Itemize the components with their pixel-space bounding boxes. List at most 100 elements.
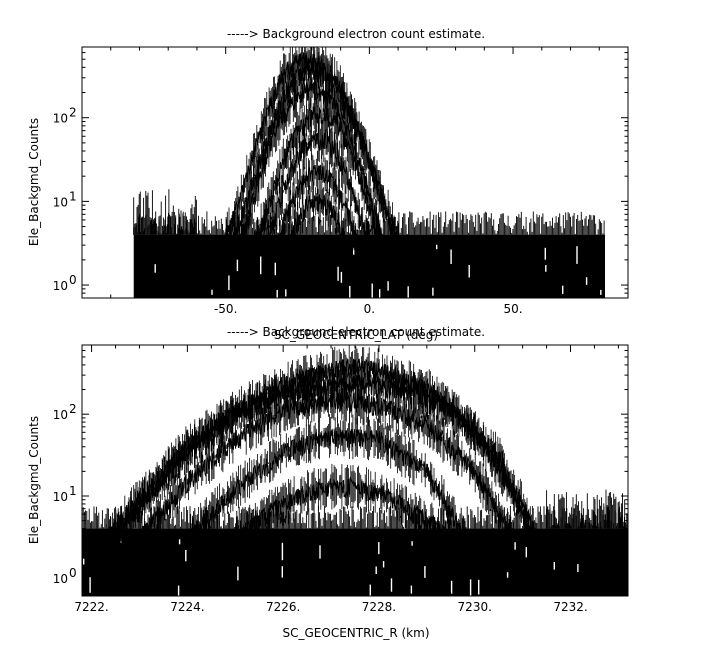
- top-y-tick-exponent: 0: [69, 273, 77, 287]
- top-noise-gap: [600, 289, 602, 295]
- top-y-axis-label: Ele_Backgmd_Counts: [27, 118, 41, 246]
- top-panel: -----> Background electron count estimat…: [27, 27, 629, 342]
- top-noise-gap: [228, 275, 230, 291]
- bottom-noise-gap: [553, 562, 555, 570]
- top-noise-shoulder: [133, 189, 197, 235]
- top-x-tick-label: -50.: [214, 302, 237, 316]
- top-noise-gap: [576, 246, 578, 264]
- top-noise-gap: [337, 266, 339, 281]
- bottom-noise-gap: [525, 547, 527, 558]
- bottom-y-tick-exponent: 1: [69, 484, 77, 498]
- bottom-x-tick-label: 7224.: [170, 600, 204, 614]
- top-noise-gap: [353, 247, 355, 255]
- top-series-5: [265, 132, 370, 252]
- top-series-2-scatter: [231, 47, 396, 264]
- bottom-series-5-scatter: [234, 463, 452, 560]
- top-noise-gap: [349, 285, 351, 298]
- bottom-series-4-scatter: [187, 414, 466, 557]
- top-noise-gap: [211, 289, 213, 295]
- top-noise-gap: [371, 283, 373, 298]
- top-x-tick-label: 0.: [364, 302, 375, 316]
- top-noise-gap: [260, 256, 262, 275]
- bottom-noise-gap: [478, 579, 480, 595]
- top-y-tick-exponent: 2: [69, 106, 77, 120]
- top-chart-title: -----> Background electron count estimat…: [227, 27, 485, 41]
- top-noise-gap: [585, 277, 588, 285]
- top-plot-data: [133, 47, 606, 298]
- top-y-tick-label: 10: [53, 195, 68, 209]
- bottom-noise-gap: [89, 577, 91, 593]
- bottom-y-axis-label: Ele_Backgmd_Counts: [27, 416, 41, 544]
- top-noise-gap: [544, 247, 546, 260]
- bottom-noise-gap: [369, 584, 371, 596]
- top-noise-gap: [468, 265, 470, 278]
- top-noise-gap: [276, 289, 278, 298]
- bottom-x-tick-label: 7222.: [74, 600, 108, 614]
- bottom-noise-gap: [177, 585, 180, 596]
- top-series-5-scatter: [265, 116, 370, 266]
- top-plot-frame: [81, 46, 629, 299]
- bottom-y-tick-exponent: 0: [69, 566, 77, 580]
- bottom-x-tick-label: 7228.: [362, 600, 396, 614]
- bottom-noise-gap: [319, 545, 321, 559]
- top-noise-gap: [450, 249, 452, 264]
- bottom-panel: -----> Background electron count estimat…: [27, 325, 629, 640]
- top-series-7-scatter: [288, 178, 347, 266]
- bottom-noise-gap: [469, 579, 472, 596]
- bottom-noise-gap: [281, 566, 283, 578]
- top-y-tick-exponent: 1: [69, 189, 77, 203]
- bottom-noise-gap: [237, 566, 239, 581]
- top-noise-gap: [274, 262, 276, 276]
- bottom-series-2: [115, 374, 533, 548]
- top-x-tick-label: 50.: [504, 302, 523, 316]
- bottom-y-tick-label: 10: [53, 572, 68, 586]
- bottom-y-tick-label: 10: [53, 490, 68, 504]
- bottom-noise-shoulder: [546, 489, 628, 529]
- bottom-noise-gap: [185, 550, 187, 562]
- top-noise-gap: [379, 289, 381, 298]
- top-noise-gap: [407, 286, 409, 298]
- bottom-x-tick-label: 7230.: [458, 600, 492, 614]
- bottom-noise-gap: [410, 585, 413, 594]
- bottom-y-tick-label: 10: [53, 408, 68, 422]
- top-noise-gap: [545, 265, 547, 272]
- bottom-plot-data: [82, 345, 628, 596]
- top-series-6-scatter: [277, 151, 358, 258]
- top-series-4-scatter: [254, 91, 382, 263]
- top-y-tick-label: 10: [53, 279, 68, 293]
- top-noise-gap: [562, 285, 564, 294]
- bottom-series-3-scatter: [139, 378, 514, 561]
- top-noise-gap: [432, 287, 434, 296]
- top-y-tick-label: 10: [53, 112, 68, 126]
- bottom-noise-gap: [506, 572, 509, 578]
- bottom-x-axis-label: SC_GEOCENTRIC_R (km): [283, 626, 430, 640]
- bottom-y-tick-exponent: 2: [69, 402, 77, 416]
- top-x-axis-label: SC_GEOCENTRIC_LAT (deg): [274, 328, 438, 342]
- bottom-noise-gap: [450, 580, 453, 594]
- top-noise-gap: [285, 289, 287, 297]
- bottom-noise-gap: [382, 561, 385, 568]
- top-noise-gap: [436, 244, 438, 250]
- bottom-x-tick-label: 7232.: [553, 600, 587, 614]
- bottom-noise-gap: [83, 558, 85, 565]
- bottom-noise-gap: [375, 566, 377, 574]
- top-series-3-scatter: [239, 66, 384, 265]
- bottom-x-tick-label: 7226.: [266, 600, 300, 614]
- bottom-chart-title: -----> Background electron count estimat…: [227, 325, 485, 339]
- bottom-noise-gap: [178, 539, 181, 545]
- bottom-noise-gap: [281, 542, 284, 561]
- bottom-noise-gap: [378, 542, 380, 555]
- bottom-noise-gap: [514, 542, 516, 550]
- top-noise-gap: [340, 271, 343, 283]
- top-noise-gap: [387, 281, 389, 291]
- bottom-noise-gap: [411, 541, 413, 546]
- bottom-noise-floor: [82, 528, 628, 596]
- bottom-noise-gap: [390, 578, 393, 592]
- bottom-noise-gap: [424, 566, 426, 578]
- bottom-noise-gap: [577, 564, 579, 572]
- top-noise-gap: [236, 259, 239, 272]
- top-noise-gap: [154, 264, 156, 273]
